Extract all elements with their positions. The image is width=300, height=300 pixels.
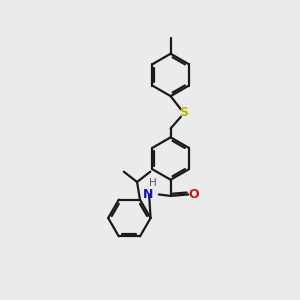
- Text: H: H: [149, 178, 157, 188]
- Text: S: S: [179, 106, 188, 119]
- Text: N: N: [142, 188, 153, 201]
- Text: O: O: [188, 188, 199, 201]
